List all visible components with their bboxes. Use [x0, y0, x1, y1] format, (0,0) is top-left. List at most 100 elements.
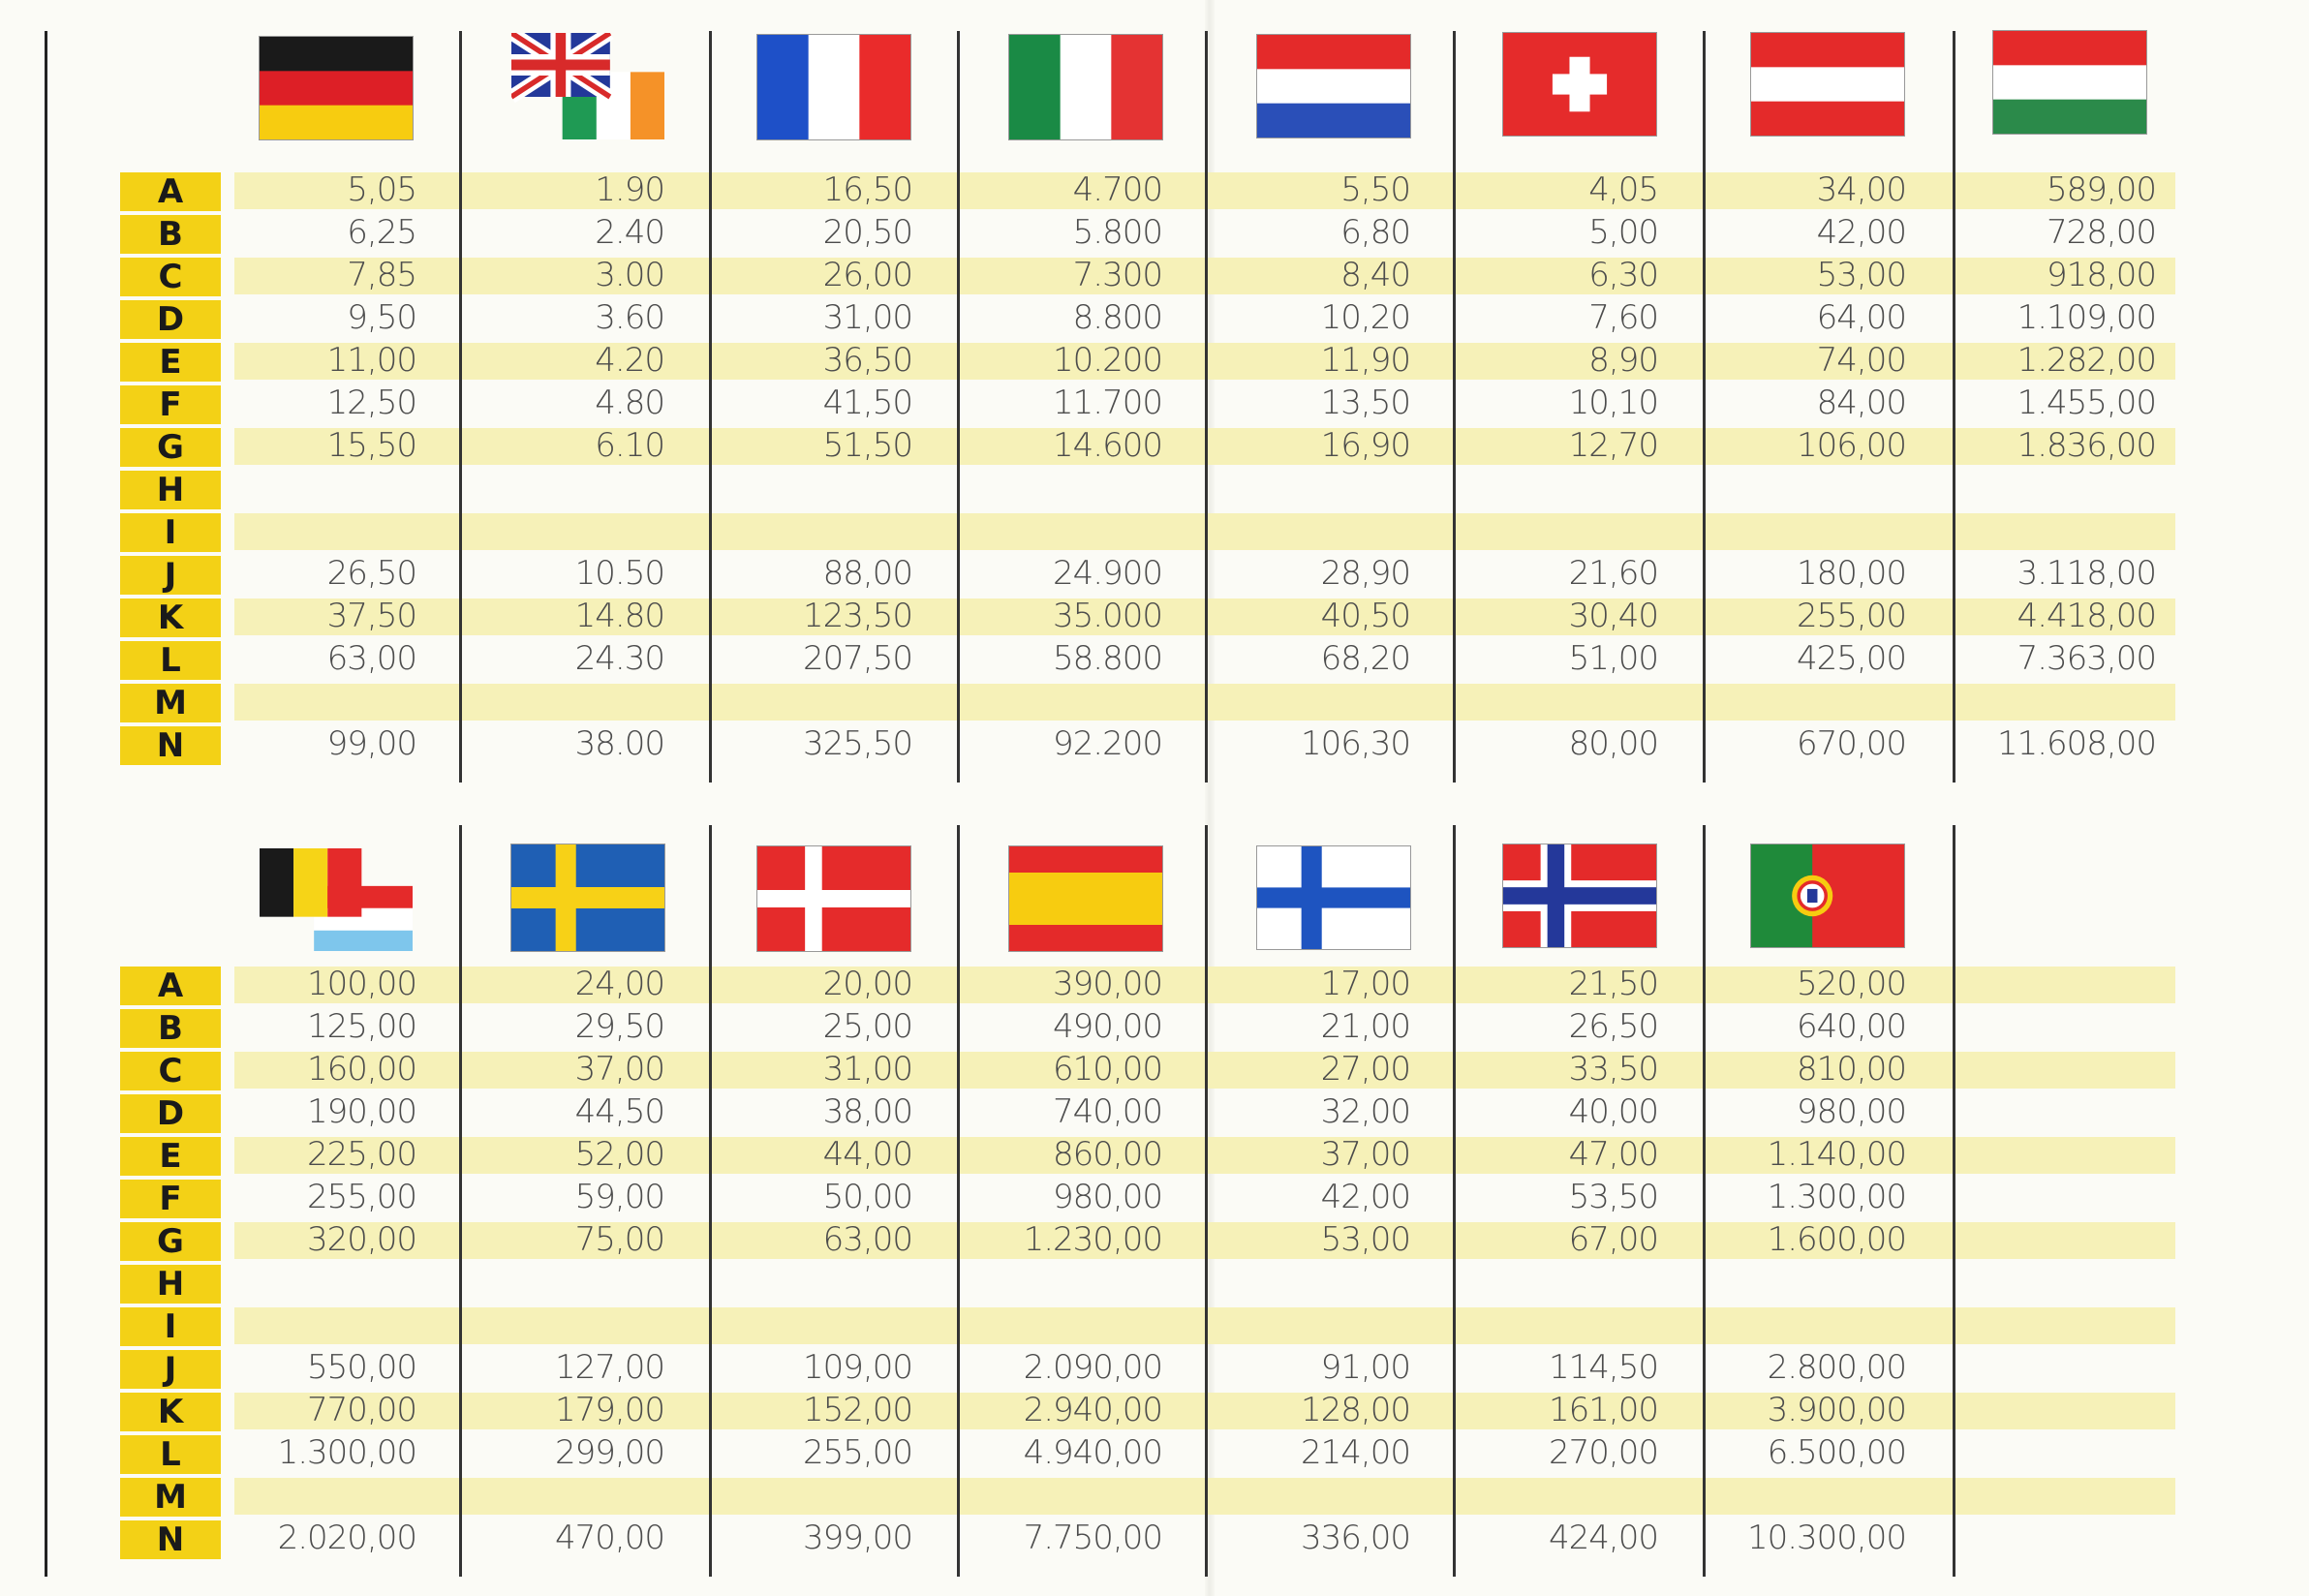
price-cell: 207,50 — [803, 639, 913, 678]
row-letter-label: A — [120, 172, 221, 211]
price-cell: 255,00 — [803, 1433, 913, 1472]
price-cell: 4.940,00 — [1023, 1433, 1163, 1472]
price-cell: 14.80 — [574, 597, 665, 635]
price-cell — [1693, 1474, 1906, 1517]
price-cell — [451, 1261, 664, 1304]
column-divider — [1703, 31, 1706, 783]
price-cell: 26,50 — [326, 554, 417, 593]
price-cell: 91,00 — [1320, 1348, 1411, 1387]
price-cell: 225,00 — [307, 1135, 417, 1174]
price-cell: 1.230,00 — [1023, 1220, 1163, 1259]
price-cell — [451, 1304, 664, 1346]
price-cell — [451, 680, 664, 722]
price-cell: 35.000 — [1053, 597, 1163, 635]
row-letter-label: L — [120, 1435, 221, 1474]
price-cell: 1.300,00 — [277, 1433, 417, 1472]
row-letter-label: D — [120, 300, 221, 339]
price-cell: 4.700 — [1072, 170, 1163, 209]
price-cell: 20,50 — [822, 213, 913, 252]
price-cell: 106,00 — [1797, 426, 1907, 465]
price-cell: 11.700 — [1053, 384, 1163, 422]
price-cell — [1445, 467, 1658, 509]
price-cell: 53,00 — [1320, 1220, 1411, 1259]
column-divider — [1703, 825, 1706, 1577]
price-cell: 6,30 — [1588, 256, 1659, 294]
price-cell: 10.200 — [1053, 341, 1163, 380]
row-letter-label: N — [120, 726, 221, 765]
price-cell — [1197, 1261, 1410, 1304]
price-cell: 520,00 — [1797, 965, 1907, 1003]
price-cell: 38,00 — [822, 1092, 913, 1131]
price-cell: 160,00 — [307, 1050, 417, 1089]
row-letter-label: I — [120, 513, 221, 552]
price-cell — [1693, 1261, 1906, 1304]
price-cell: 16,90 — [1320, 426, 1411, 465]
price-cell: 127,00 — [555, 1348, 665, 1387]
price-cell: 21,00 — [1320, 1007, 1411, 1046]
price-cell: 125,00 — [307, 1007, 417, 1046]
price-cell: 10.300,00 — [1746, 1519, 1907, 1557]
price-cell: 424,00 — [1549, 1519, 1659, 1557]
price-cell — [1693, 467, 1906, 509]
price-cell — [1693, 680, 1906, 722]
price-cell: 44,00 — [822, 1135, 913, 1174]
price-cell: 5,00 — [1588, 213, 1659, 252]
column-divider — [1953, 825, 1955, 1577]
price-cell: 8,90 — [1588, 341, 1659, 380]
price-cell: 1.140,00 — [1767, 1135, 1907, 1174]
price-cell: 255,00 — [1797, 597, 1907, 635]
price-cell — [1197, 509, 1410, 552]
row-letter-label: B — [120, 1009, 221, 1048]
price-cell: 179,00 — [555, 1391, 665, 1429]
price-cell: 34,00 — [1816, 170, 1907, 209]
price-cell: 860,00 — [1053, 1135, 1163, 1174]
price-cell: 53,50 — [1568, 1178, 1659, 1216]
row-letter-label: G — [120, 428, 221, 467]
price-cell: 8,40 — [1340, 256, 1411, 294]
price-cell: 980,00 — [1797, 1092, 1907, 1131]
denmark-flag — [757, 846, 910, 951]
price-cell: 336,00 — [1301, 1519, 1411, 1557]
price-cell: 2.940,00 — [1023, 1391, 1163, 1429]
price-cell: 5,50 — [1340, 170, 1411, 209]
row-letter-label: N — [120, 1520, 221, 1559]
price-cell: 26,50 — [1568, 1007, 1659, 1046]
price-cell: 38.00 — [574, 724, 665, 763]
price-cell: 5,05 — [347, 170, 417, 209]
price-cell: 255,00 — [307, 1178, 417, 1216]
price-cell: 27,00 — [1320, 1050, 1411, 1089]
column-divider — [459, 31, 462, 783]
row-letter-label: K — [120, 598, 221, 637]
row-letter-label: C — [120, 1052, 221, 1090]
price-cell — [949, 1261, 1162, 1304]
left-margin-rule — [45, 31, 47, 1577]
price-cell: 9,50 — [347, 298, 417, 337]
hungary-flag — [1993, 31, 2146, 134]
price-cell: 13,50 — [1320, 384, 1411, 422]
price-cell: 10,10 — [1568, 384, 1659, 422]
price-cell: 470,00 — [555, 1519, 665, 1557]
price-cell: 3.00 — [595, 256, 665, 294]
price-cell: 399,00 — [803, 1519, 913, 1557]
price-cell — [451, 467, 664, 509]
price-cell: 100,00 — [307, 965, 417, 1003]
price-cell: 770,00 — [307, 1391, 417, 1429]
column-divider — [957, 31, 960, 783]
price-cell: 325,50 — [803, 724, 913, 763]
price-cell: 30,40 — [1568, 597, 1659, 635]
row-letter-label: D — [120, 1094, 221, 1133]
price-cell: 31,00 — [822, 1050, 913, 1089]
price-cell: 42,00 — [1816, 213, 1907, 252]
price-cell: 7,85 — [347, 256, 417, 294]
price-cell: 75,00 — [574, 1220, 665, 1259]
price-cell: 14.600 — [1053, 426, 1163, 465]
price-cell: 114,50 — [1549, 1348, 1659, 1387]
price-cell — [949, 1474, 1162, 1517]
column-divider — [709, 31, 712, 783]
column-divider — [1205, 825, 1208, 1577]
price-cell — [699, 680, 912, 722]
price-cell: 2.800,00 — [1767, 1348, 1907, 1387]
price-cell — [949, 680, 1162, 722]
price-cell: 16,50 — [822, 170, 913, 209]
price-cell: 109,00 — [803, 1348, 913, 1387]
